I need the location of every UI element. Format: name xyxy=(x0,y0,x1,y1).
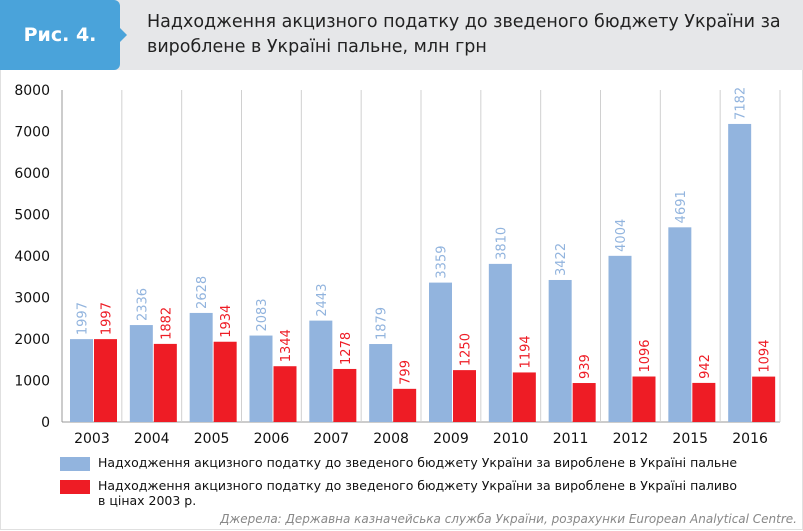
data-label: 1344 xyxy=(279,329,294,362)
bar-red xyxy=(153,343,177,422)
data-label: 942 xyxy=(698,354,713,379)
x-tick-label: 2015 xyxy=(672,431,708,447)
y-tick-label: 1000 xyxy=(14,374,50,390)
bar-blue xyxy=(369,344,393,422)
data-label: 1879 xyxy=(375,307,390,340)
bar-blue xyxy=(488,263,512,422)
y-tick-label: 4000 xyxy=(14,249,50,265)
y-tick-label: 8000 xyxy=(14,83,50,99)
x-tick-label: 2006 xyxy=(254,431,290,447)
data-label: 3810 xyxy=(494,227,509,260)
data-label: 1096 xyxy=(638,339,653,372)
data-label: 3422 xyxy=(554,243,569,276)
legend-swatch-red xyxy=(60,480,90,494)
bar-red xyxy=(752,376,776,422)
bar-red xyxy=(632,376,656,422)
data-label: 1194 xyxy=(518,335,533,368)
bar-blue xyxy=(309,320,333,422)
bar-red xyxy=(333,368,357,422)
data-label: 2443 xyxy=(315,284,330,317)
x-tick-label: 2012 xyxy=(613,431,649,447)
bar-blue xyxy=(70,339,93,422)
header xyxy=(0,0,803,70)
x-tick-label: 2008 xyxy=(373,431,409,447)
bar-blue xyxy=(189,312,213,422)
data-label: 3359 xyxy=(435,246,450,279)
bar-blue xyxy=(249,335,273,422)
y-tick-label: 0 xyxy=(41,415,50,431)
data-label: 2083 xyxy=(255,298,270,331)
bar-red xyxy=(393,388,417,422)
data-label: 1250 xyxy=(459,333,474,366)
x-tick-label: 2016 xyxy=(732,431,768,447)
x-tick-label: 2009 xyxy=(433,431,469,447)
source-note: Джерела: Державна казначейська служба Ук… xyxy=(220,512,797,526)
data-label: 1278 xyxy=(339,332,354,365)
bar-red xyxy=(273,366,297,422)
bar-red xyxy=(213,341,237,422)
legend-label: Надходження акцизного податку до зведено… xyxy=(98,478,738,508)
bar-red xyxy=(453,370,476,422)
x-tick-label: 2005 xyxy=(194,431,230,447)
y-tick-label: 7000 xyxy=(14,125,50,141)
x-tick-label: 2011 xyxy=(553,431,589,447)
data-label: 2628 xyxy=(195,276,210,309)
data-label: 4004 xyxy=(614,219,629,252)
x-tick-label: 2010 xyxy=(493,431,529,447)
x-tick-label: 2007 xyxy=(313,431,349,447)
chart-title: Надходження акцизного податку до зведено… xyxy=(147,12,781,57)
data-label: 1997 xyxy=(100,302,115,335)
data-label: 1094 xyxy=(758,340,773,373)
bar-blue xyxy=(728,123,752,423)
y-tick-label: 2000 xyxy=(14,332,50,348)
data-label: 4691 xyxy=(674,190,689,223)
bar-red xyxy=(692,382,716,422)
bar-blue xyxy=(548,279,572,422)
data-label: 1934 xyxy=(219,305,234,338)
y-tick-label: 6000 xyxy=(14,166,50,182)
legend-item-2: Надходження акцизного податку до зведено… xyxy=(60,478,740,508)
legend-swatch-blue xyxy=(60,457,90,471)
figure-badge: Рис. 4. xyxy=(0,0,127,70)
bar-red xyxy=(94,339,117,422)
bar-blue xyxy=(608,255,632,422)
legend-label: Надходження акцизного податку до зведено… xyxy=(98,455,738,470)
data-label: 7182 xyxy=(734,87,749,120)
x-tick-label: 2004 xyxy=(134,431,170,447)
bar-blue xyxy=(129,325,153,422)
legend-item-1: Надходження акцизного податку до зведено… xyxy=(60,455,737,471)
y-tick-label: 3000 xyxy=(14,291,50,307)
data-label: 1882 xyxy=(159,307,174,340)
bar-red xyxy=(572,383,596,422)
bar-blue xyxy=(668,227,692,422)
data-label: 2336 xyxy=(135,288,150,321)
y-tick-label: 5000 xyxy=(14,208,50,224)
bar-red xyxy=(512,372,536,422)
x-tick-label: 2003 xyxy=(74,431,110,447)
data-label: 799 xyxy=(399,360,414,385)
data-label: 939 xyxy=(578,354,593,379)
bar-blue xyxy=(429,282,452,422)
data-label: 1997 xyxy=(76,302,91,335)
